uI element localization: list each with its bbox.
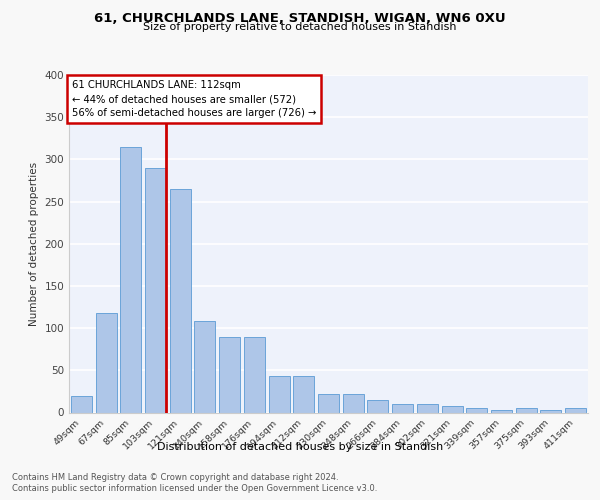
Bar xyxy=(466,408,487,412)
Bar xyxy=(565,408,586,412)
Bar xyxy=(95,313,116,412)
Bar xyxy=(71,396,92,412)
Text: Contains HM Land Registry data © Crown copyright and database right 2024.: Contains HM Land Registry data © Crown c… xyxy=(12,472,338,482)
Bar xyxy=(194,322,215,412)
Bar xyxy=(120,146,141,412)
Text: Contains public sector information licensed under the Open Government Licence v3: Contains public sector information licen… xyxy=(12,484,377,493)
Text: Size of property relative to detached houses in Standish: Size of property relative to detached ho… xyxy=(143,22,457,32)
Bar xyxy=(343,394,364,412)
Text: 61 CHURCHLANDS LANE: 112sqm
← 44% of detached houses are smaller (572)
56% of se: 61 CHURCHLANDS LANE: 112sqm ← 44% of det… xyxy=(71,80,316,118)
Bar xyxy=(491,410,512,412)
Bar xyxy=(219,336,240,412)
Bar xyxy=(269,376,290,412)
Y-axis label: Number of detached properties: Number of detached properties xyxy=(29,162,39,326)
Bar xyxy=(367,400,388,412)
Bar xyxy=(318,394,339,412)
Bar xyxy=(170,189,191,412)
Bar xyxy=(516,408,537,412)
Bar xyxy=(541,410,562,412)
Bar xyxy=(392,404,413,412)
Bar xyxy=(145,168,166,412)
Bar xyxy=(293,376,314,412)
Bar xyxy=(244,336,265,412)
Text: 61, CHURCHLANDS LANE, STANDISH, WIGAN, WN6 0XU: 61, CHURCHLANDS LANE, STANDISH, WIGAN, W… xyxy=(94,12,506,26)
Text: Distribution of detached houses by size in Standish: Distribution of detached houses by size … xyxy=(157,442,443,452)
Bar xyxy=(417,404,438,412)
Bar xyxy=(442,406,463,412)
